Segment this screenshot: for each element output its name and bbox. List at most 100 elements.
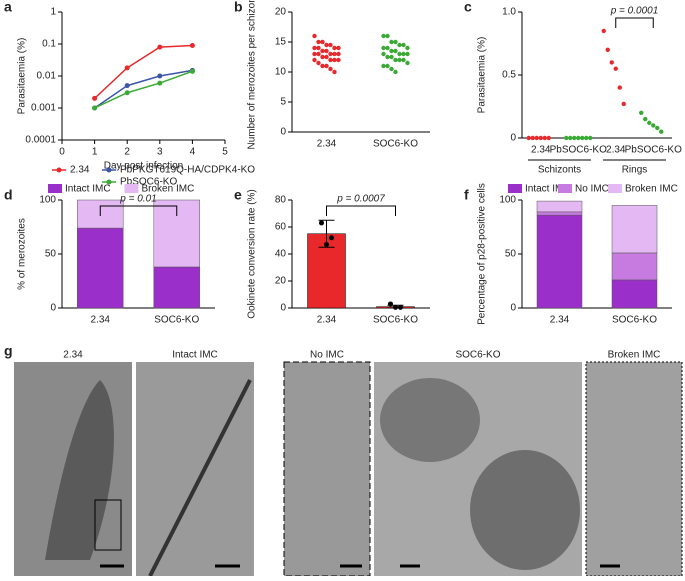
membrane [148,379,252,577]
point [312,45,317,51]
point [405,51,410,57]
image-label: No IMC [310,350,344,361]
legend-label: PbSOC6-KO [120,177,177,188]
y-tick-label: 0 [280,127,286,138]
point [324,42,329,48]
point [659,129,664,134]
bar-segment [611,205,658,254]
panel-letter: f [464,187,469,203]
bar-segment [536,214,583,309]
x-tick-label: 2.34 [317,315,337,326]
point [609,60,614,65]
significance-bracket [99,205,178,216]
point [329,235,334,241]
point [312,57,317,63]
point [584,135,589,141]
point [643,116,648,122]
point [580,135,585,141]
image-label: 2.34 [63,350,83,361]
panel-letter: g [4,343,13,359]
point [320,39,325,45]
point [316,39,321,45]
x-tick-label: 0 [59,147,65,158]
x-tick-label: 4 [190,147,196,158]
point [564,135,569,141]
point [124,83,130,89]
point [324,63,329,69]
point [605,47,610,52]
panel-letter: d [4,187,13,203]
y-tick-label: 0 [50,303,56,314]
legend-marker [56,167,62,173]
x-tick-label: 2.34 [550,315,570,326]
point [572,135,577,141]
point [526,135,531,141]
cell-shape [470,450,580,570]
point [316,45,321,51]
legend-label: No IMC [575,184,609,195]
point [124,65,130,71]
y-tick-label: 80 [275,195,287,206]
legend-label: Intact IMC [65,184,111,195]
y-tick-label: 0.1 [42,39,56,50]
y-tick-label: 40 [275,249,287,260]
point [324,242,329,248]
point [530,135,535,141]
bar-segment [536,200,583,213]
point [639,110,644,116]
point [651,123,656,128]
bar-segment [77,227,124,309]
image-label: SOC6-KO [455,350,500,361]
point [546,135,551,141]
point [189,42,195,48]
x-tick-label: PbSOC6-KO [550,145,607,156]
point [397,51,402,57]
point [389,66,394,72]
em-image [136,362,254,576]
y-tick-label: 20 [275,7,287,18]
point [320,63,325,69]
point [568,135,573,141]
y-tick-label: 0 [510,303,516,314]
series-line [94,70,193,109]
y-tick-label: 100 [499,195,516,206]
y-tick-label: 0.0001 [25,135,56,146]
point [621,101,626,107]
point [388,301,393,307]
panel-letter: b [234,0,243,15]
y-tick-label: 0.001 [31,103,56,114]
significance-bracket [326,205,396,216]
point [312,33,317,39]
x-tick-label: PbSOC6-KO [625,145,682,156]
em-image [283,361,371,577]
y-tick-label: 0.01 [37,71,57,82]
point [316,51,321,57]
y-axis-label: Percentage of p28-positive cells [477,183,488,325]
point [336,57,341,63]
point [401,42,406,48]
point [385,54,390,60]
y-tick-label: 50 [45,249,57,260]
point [393,48,398,54]
image-label: Intact IMC [172,350,218,361]
point [389,54,394,60]
point [336,51,341,57]
y-tick-label: 15 [275,37,287,48]
point [319,220,324,226]
y-axis-label: Number of merozoites per schizont [247,0,258,150]
em-image [585,361,683,577]
y-axis-label: Parasitaemia (%) [477,37,488,114]
bar-segment [153,266,200,309]
point [381,63,386,69]
p-value: p = 0.01 [119,194,156,205]
bar-segment [536,211,583,216]
x-tick-label: 2.34 [606,145,626,156]
y-tick-label: 0 [510,133,516,144]
x-tick-label: 1 [92,147,98,158]
y-tick-label: 0 [280,303,286,314]
point [316,60,321,66]
point [542,135,547,141]
point [613,66,618,71]
image-label: Broken IMC [608,350,661,361]
